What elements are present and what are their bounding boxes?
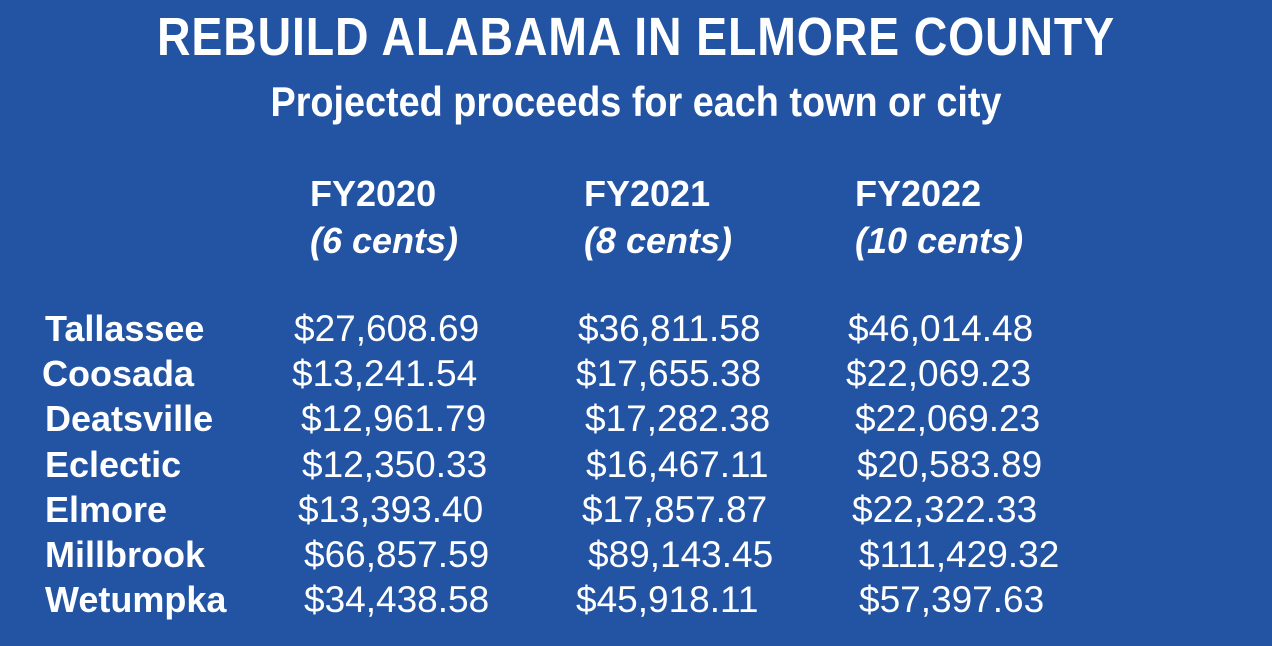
value-fy2022: $46,014.48: [848, 308, 1034, 349]
value-fy2020: $12,350.33: [302, 444, 488, 485]
table-row: Deatsville $12,961.79 $17,282.38 $22,069…: [0, 396, 1272, 442]
column-header-fy2021: FY2021 (8 cents): [584, 172, 732, 263]
value-fy2021: $36,811.58: [578, 308, 761, 349]
value-fy2022: $111,429.32: [859, 534, 1060, 575]
value-fy2021: $16,467.11: [586, 444, 769, 485]
value-fy2020: $27,608.69: [294, 308, 480, 349]
value-fy2021: $17,857.87: [582, 489, 768, 530]
page-subtitle: Projected proceeds for each town or city: [270, 78, 1002, 125]
table-row: Elmore $13,393.40 $17,857.87 $22,322.33: [0, 487, 1272, 533]
column-year: FY2020: [310, 173, 437, 214]
column-year: FY2022: [855, 173, 982, 214]
town-name: Millbrook: [45, 534, 205, 575]
value-fy2022: $22,069.23: [846, 353, 1032, 394]
column-header-fy2020: FY2020 (6 cents): [310, 172, 458, 263]
column-note: (8 cents): [584, 220, 733, 261]
town-name: Elmore: [45, 489, 168, 530]
value-fy2020: $34,438.58: [304, 579, 490, 620]
value-fy2020: $13,393.40: [298, 489, 484, 530]
town-name: Coosada: [42, 353, 195, 394]
table-row: Coosada $13,241.54 $17,655.38 $22,069.23: [0, 351, 1272, 397]
value-fy2022: $57,397.63: [859, 579, 1045, 620]
value-fy2021: $17,282.38: [585, 398, 771, 439]
column-note: (10 cents): [855, 220, 1024, 261]
table-row: Millbrook $66,857.59 $89,143.45 $111,429…: [0, 532, 1272, 578]
value-fy2020: $12,961.79: [301, 398, 487, 439]
value-fy2022: $22,322.33: [852, 489, 1038, 530]
town-name: Deatsville: [45, 398, 214, 439]
town-name: Tallassee: [45, 308, 205, 349]
table-row: Wetumpka $34,438.58 $45,918.11 $57,397.6…: [0, 577, 1272, 623]
column-year: FY2021: [584, 173, 711, 214]
value-fy2022: $20,583.89: [857, 444, 1043, 485]
value-fy2021: $89,143.45: [588, 534, 774, 575]
value-fy2022: $22,069.23: [855, 398, 1041, 439]
table-row: Tallassee $27,608.69 $36,811.58 $46,014.…: [0, 306, 1272, 352]
value-fy2020: $13,241.54: [292, 353, 478, 394]
page-title: REBUILD ALABAMA IN ELMORE COUNTY: [156, 7, 1115, 67]
table-row: Eclectic $12,350.33 $16,467.11 $20,583.8…: [0, 442, 1272, 488]
column-header-fy2022: FY2022 (10 cents): [855, 172, 1023, 263]
value-fy2020: $66,857.59: [304, 534, 490, 575]
town-name: Wetumpka: [45, 579, 227, 620]
value-fy2021: $17,655.38: [576, 353, 762, 394]
town-name: Eclectic: [45, 444, 182, 485]
column-note: (6 cents): [310, 220, 459, 261]
value-fy2021: $45,918.11: [576, 579, 759, 620]
